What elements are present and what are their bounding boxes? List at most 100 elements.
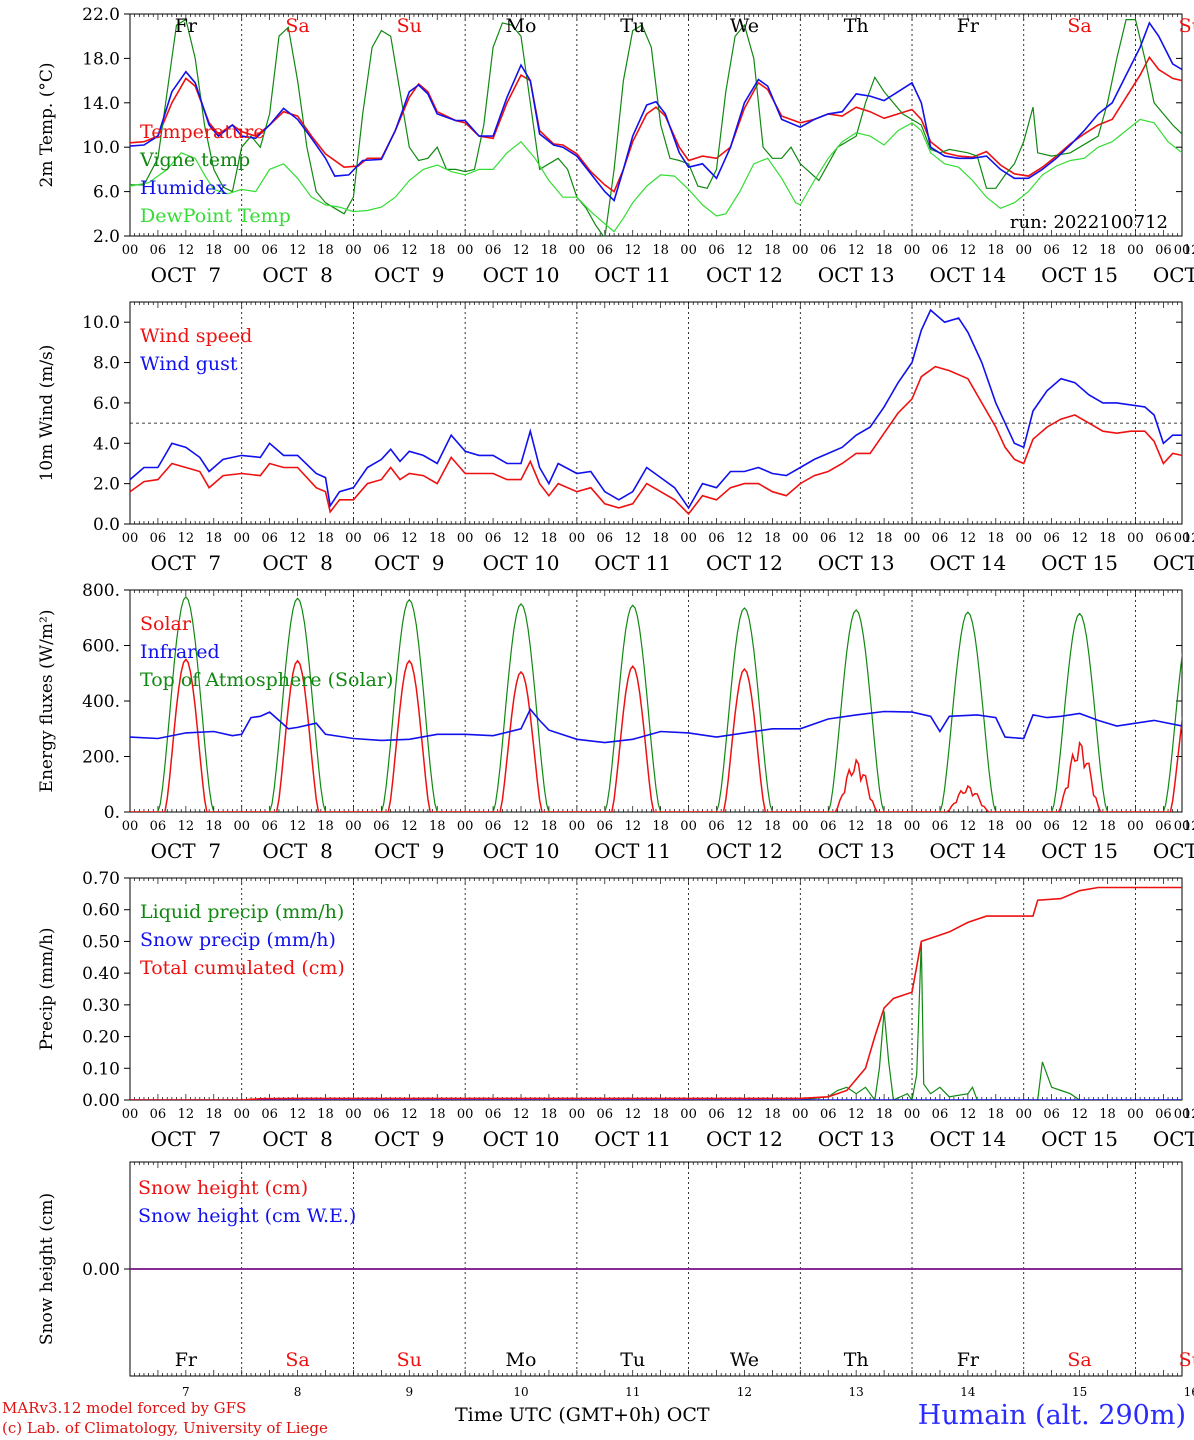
date-label: OCT 15 — [1041, 1127, 1118, 1151]
y-tick-label: 14.0 — [82, 94, 120, 114]
date-label: OCT 7 — [151, 551, 221, 575]
time-axis-label: Time UTC (GMT+0h) OCT — [455, 1404, 710, 1426]
hour-label: 12 — [960, 819, 977, 834]
hour-label: 18 — [988, 819, 1005, 834]
hour-label: 18 — [429, 1107, 446, 1122]
hour-label: 06 — [820, 531, 837, 546]
hour-label: 18 — [541, 531, 558, 546]
hour-label: 12 — [736, 243, 753, 258]
day-of-week-label: Th — [844, 1349, 869, 1371]
day-of-week-label: Su — [1179, 15, 1194, 37]
hour-label: 00 — [345, 243, 362, 258]
hour-label: 18 — [1099, 819, 1116, 834]
legend-entry: Temperature — [140, 121, 264, 143]
hour-label: 00 — [792, 819, 809, 834]
date-label: OCT 16 — [1153, 551, 1194, 575]
hour-label: 06 — [597, 819, 614, 834]
y-tick-label: 2.0 — [93, 475, 120, 495]
hour-label-end: 00 — [1174, 1107, 1191, 1122]
y-tick-label: 0.40 — [82, 964, 120, 984]
series-wind-speed — [130, 365, 1182, 516]
hour-label: 06 — [373, 531, 390, 546]
hour-label: 18 — [429, 243, 446, 258]
hour-label: 00 — [1127, 531, 1144, 546]
date-label: OCT 10 — [483, 263, 560, 287]
hour-label: 00 — [122, 819, 139, 834]
y-tick-label: 22.0 — [82, 5, 120, 25]
hour-label: 18 — [988, 1107, 1005, 1122]
date-label: OCT 15 — [1041, 839, 1118, 863]
hour-label: 00 — [457, 531, 474, 546]
hour-label: 06 — [708, 531, 725, 546]
hour-label: 06 — [485, 1107, 502, 1122]
hour-label: 06 — [1155, 243, 1172, 258]
y-tick-label: 18.0 — [82, 49, 120, 69]
series-group — [130, 308, 1182, 516]
date-label: OCT 7 — [151, 1127, 221, 1151]
hour-label: 06 — [932, 1107, 949, 1122]
month-label: OCT — [666, 1404, 710, 1426]
hour-label: 00 — [569, 1107, 586, 1122]
hour-label: 00 — [792, 243, 809, 258]
hour-label: 00 — [122, 1107, 139, 1122]
day-number-label: 16 — [1184, 1385, 1194, 1399]
legend-entry: Snow precip (mm/h) — [140, 929, 336, 951]
hour-label: 12 — [960, 531, 977, 546]
day-of-week-label: Sa — [1067, 15, 1091, 37]
date-label: OCT 16 — [1153, 1127, 1194, 1151]
hour-label: 18 — [206, 819, 223, 834]
hour-label: 12 — [1183, 1107, 1194, 1122]
hour-label: 18 — [876, 819, 893, 834]
hour-label: 12 — [848, 243, 865, 258]
series-top-of-atmosphere — [130, 595, 1182, 812]
series-humidex — [130, 21, 1182, 202]
day-of-week-label: Fr — [957, 1349, 980, 1371]
date-label: OCT 11 — [594, 263, 671, 287]
y-axis-label: 2m Temp. (°C) — [37, 62, 57, 187]
hour-label-end: 00 — [1174, 243, 1191, 258]
hour-label: 18 — [764, 819, 781, 834]
hour-label: 00 — [1127, 1107, 1144, 1122]
hour-label: 18 — [541, 243, 558, 258]
hour-label: 06 — [485, 819, 502, 834]
hour-label: 12 — [1071, 243, 1088, 258]
hour-label: 06 — [373, 819, 390, 834]
hour-label: 06 — [1155, 531, 1172, 546]
hour-label: 18 — [206, 243, 223, 258]
date-label: OCT 8 — [262, 263, 332, 287]
legend-entry: DewPoint Temp — [140, 205, 291, 227]
hour-label: 06 — [708, 819, 725, 834]
series-total-cumulated-cm- — [130, 886, 1182, 1100]
date-label: OCT 14 — [929, 1127, 1006, 1151]
date-label: OCT 9 — [374, 551, 444, 575]
panel-precip: 0.00 0.10 0.20 0.30 0.40 0.50 0.60 0.70 Precip (… — [37, 869, 1194, 1151]
hour-label: 12 — [1183, 531, 1194, 546]
date-label: OCT 15 — [1041, 263, 1118, 287]
hour-label: 06 — [150, 1107, 167, 1122]
hour-label: 00 — [680, 243, 697, 258]
hour-label: 06 — [373, 1107, 390, 1122]
y-tick-label: 10.0 — [82, 313, 120, 333]
day-of-week-label: Su — [397, 15, 422, 37]
hour-label: 18 — [429, 819, 446, 834]
hour-label: 00 — [457, 819, 474, 834]
date-label: OCT 15 — [1041, 551, 1118, 575]
day-of-week-label: Th — [844, 15, 869, 37]
date-label: OCT 9 — [374, 263, 444, 287]
credits: MARv3.12 model forced by GFS (c) Lab. of… — [2, 1398, 328, 1438]
hour-label: 00 — [904, 243, 921, 258]
day-of-week-label: We — [730, 1349, 759, 1371]
hour-label: 18 — [764, 531, 781, 546]
day-of-week-label: Fr — [957, 15, 980, 37]
panel-frame — [129, 589, 1183, 813]
day-of-week-label: Sa — [1067, 1349, 1091, 1371]
date-label: OCT 13 — [818, 1127, 895, 1151]
hour-label: 12 — [624, 1107, 641, 1122]
day-number-label: 9 — [405, 1385, 413, 1399]
hour-label: 06 — [1043, 1107, 1060, 1122]
hour-label: 06 — [820, 1107, 837, 1122]
date-label: OCT 16 — [1153, 839, 1194, 863]
legend-entry: Top of Atmosphere (Solar) — [140, 669, 393, 691]
y-tick-label: 400. — [82, 692, 120, 712]
